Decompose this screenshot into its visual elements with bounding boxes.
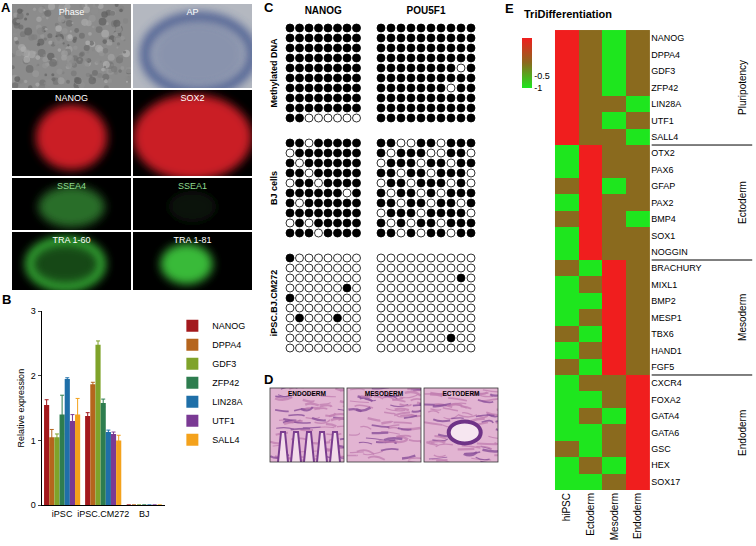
svg-text:-1: -1 — [534, 83, 542, 93]
svg-text:C: C — [264, 0, 274, 15]
svg-text:PAX6: PAX6 — [651, 165, 673, 175]
svg-text:GDF3: GDF3 — [651, 66, 675, 76]
svg-text:hiPSC: hiPSC — [561, 493, 572, 521]
svg-text:Endoderm: Endoderm — [737, 410, 748, 456]
svg-text:2: 2 — [31, 371, 36, 381]
svg-text:0: 0 — [31, 500, 36, 510]
svg-text:LIN28A: LIN28A — [212, 397, 242, 407]
svg-text:Phase: Phase — [59, 7, 85, 17]
svg-text:TRA 1-81: TRA 1-81 — [173, 235, 211, 245]
svg-text:SOX17: SOX17 — [651, 477, 680, 487]
svg-text:iPSC: iPSC — [52, 509, 73, 519]
svg-text:GSC: GSC — [651, 444, 671, 454]
svg-text:NANOG: NANOG — [212, 321, 245, 331]
svg-text:POU5F1: POU5F1 — [407, 5, 446, 16]
svg-text:DPPA4: DPPA4 — [651, 50, 680, 60]
svg-text:MESODERM: MESODERM — [365, 390, 403, 397]
svg-text:SOX2: SOX2 — [180, 93, 204, 103]
svg-text:AP: AP — [186, 7, 198, 17]
svg-text:UTF1: UTF1 — [212, 416, 235, 426]
svg-text:Ectoderm: Ectoderm — [737, 181, 748, 224]
svg-text:PAX2: PAX2 — [651, 198, 673, 208]
svg-text:Pluripotency: Pluripotency — [737, 60, 748, 115]
svg-text:HEX: HEX — [651, 460, 670, 470]
svg-text:BMP2: BMP2 — [651, 296, 676, 306]
svg-text:SSEA1: SSEA1 — [178, 181, 207, 191]
svg-text:GATA4: GATA4 — [651, 411, 679, 421]
svg-text:GFAP: GFAP — [651, 181, 675, 191]
svg-text:UTF1: UTF1 — [651, 116, 674, 126]
svg-text:TriDifferentiation: TriDifferentiation — [524, 8, 612, 20]
svg-text:ZFP42: ZFP42 — [651, 83, 678, 93]
svg-text:OTX2: OTX2 — [651, 148, 675, 158]
svg-text:CXCR4: CXCR4 — [651, 378, 682, 388]
svg-text:MESP1: MESP1 — [651, 313, 682, 323]
svg-text:Mesoderm: Mesoderm — [609, 493, 620, 540]
svg-text:B: B — [2, 292, 11, 307]
svg-text:GATA6: GATA6 — [651, 428, 679, 438]
svg-text:iPSC.CM272: iPSC.CM272 — [77, 509, 129, 519]
svg-text:NANOG: NANOG — [55, 93, 88, 103]
svg-text:BRACHURY: BRACHURY — [651, 263, 701, 273]
svg-text:BJ cells: BJ cells — [269, 171, 279, 205]
svg-text:Relative expression: Relative expression — [16, 369, 26, 448]
svg-text:NANOG: NANOG — [305, 5, 342, 16]
svg-text:SALL4: SALL4 — [212, 435, 239, 445]
svg-text:SALL4: SALL4 — [651, 132, 678, 142]
svg-text:TBX6: TBX6 — [651, 329, 674, 339]
svg-text:Mesoderm: Mesoderm — [737, 294, 748, 341]
svg-text:Endoderm: Endoderm — [633, 493, 644, 539]
svg-text:MIXL1: MIXL1 — [651, 280, 677, 290]
svg-text:TRA 1-60: TRA 1-60 — [52, 235, 90, 245]
svg-text:FOXA2: FOXA2 — [651, 395, 681, 405]
svg-text:NOGGIN: NOGGIN — [651, 247, 688, 257]
svg-text:E: E — [505, 1, 514, 16]
svg-text:Methylated DNA: Methylated DNA — [269, 38, 279, 108]
svg-text:SSEA4: SSEA4 — [57, 181, 86, 191]
svg-text:3: 3 — [31, 306, 36, 316]
svg-text:GDF3: GDF3 — [212, 359, 236, 369]
svg-text:BJ: BJ — [139, 509, 150, 519]
svg-text:LIN28A: LIN28A — [651, 99, 681, 109]
svg-text:SOX1: SOX1 — [651, 231, 675, 241]
svg-text:iPSC.BJ.CM272: iPSC.BJ.CM272 — [269, 270, 279, 337]
svg-text:ENDODERM: ENDODERM — [288, 390, 326, 397]
svg-text:1: 1 — [31, 436, 36, 446]
svg-text:NANOG: NANOG — [651, 33, 684, 43]
svg-text:D: D — [264, 372, 273, 387]
svg-text:ECTODERM: ECTODERM — [442, 390, 479, 397]
svg-text:A: A — [1, 0, 11, 15]
svg-text:Ectoderm: Ectoderm — [585, 493, 596, 536]
svg-text:-0.5: -0.5 — [534, 70, 550, 80]
svg-text:HAND1: HAND1 — [651, 346, 682, 356]
svg-text:FGF5: FGF5 — [651, 362, 674, 372]
svg-text:DPPA4: DPPA4 — [212, 340, 241, 350]
svg-text:BMP4: BMP4 — [651, 214, 676, 224]
svg-text:ZFP42: ZFP42 — [212, 378, 239, 388]
